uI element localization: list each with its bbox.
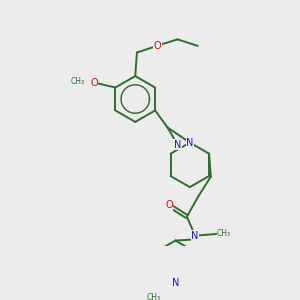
Text: N: N	[186, 138, 194, 148]
Text: N: N	[191, 231, 199, 241]
Text: N: N	[174, 140, 181, 149]
Text: O: O	[90, 78, 98, 88]
Text: O: O	[165, 200, 173, 210]
Text: N: N	[172, 278, 179, 288]
Text: CH₃: CH₃	[147, 293, 161, 300]
Text: O: O	[153, 41, 161, 51]
Text: CH₃: CH₃	[217, 229, 231, 238]
Text: CH₃: CH₃	[70, 77, 85, 86]
